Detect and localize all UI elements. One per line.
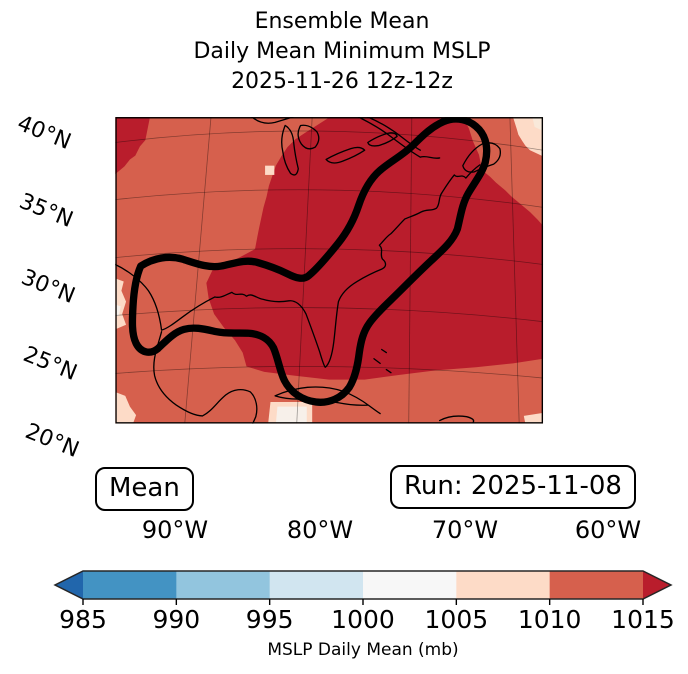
lon-tick-label: 80°W [286,516,354,544]
mean-annotation-box: Mean [95,467,194,511]
title-line-3: 2025-11-26 12z-12z [231,69,453,94]
title-line-1: Ensemble Mean [254,9,430,34]
colorbar-tick-label: 1005 [424,605,489,634]
fill-crimson-regions [115,117,544,380]
colorbar-tick-label: 1000 [331,605,395,634]
colorbar-segments [83,571,644,599]
colorbar-segment [549,571,644,599]
colorbar-tick-label: 995 [245,605,294,634]
colorbar-under-arrow [55,571,83,599]
lon-tick-label: 90°W [141,516,209,544]
lon-tick-label: 60°W [574,516,642,544]
colorbar-tick-marks [82,599,644,605]
lat-tick-label: 25°N [19,342,81,386]
title-line-2: Daily Mean Minimum MSLP [193,39,491,64]
lat-tick-label: 35°N [15,189,77,233]
colorbar-tick-label: 990 [152,605,201,634]
map-plot [115,117,544,424]
colorbar-tick-label: 1010 [517,605,582,634]
colorbar-segment [269,571,364,599]
map-frame [115,117,544,424]
colorbar-segment [362,571,457,599]
colorbar-segment [456,571,551,599]
lat-tick-label: 40°N [13,111,75,155]
thick-contour [128,117,491,406]
colorbar-segment [176,571,271,599]
colorbar [53,570,673,605]
colorbar-tick-label: 985 [59,605,107,634]
run-date-annotation-box: Run: 2025-11-08 [390,465,636,509]
lat-tick-label: 20°N [21,419,83,463]
colorbar-axis-label: MSLP Daily Mean (mb) [267,640,459,660]
fill-light-patches [115,117,544,424]
lon-tick-label: 70°W [431,516,499,544]
colorbar-tick-label: 1015 [611,605,675,634]
colorbar-segment [83,571,177,599]
lat-tick-label: 30°N [17,265,79,309]
colorbar-over-arrow [643,571,671,599]
